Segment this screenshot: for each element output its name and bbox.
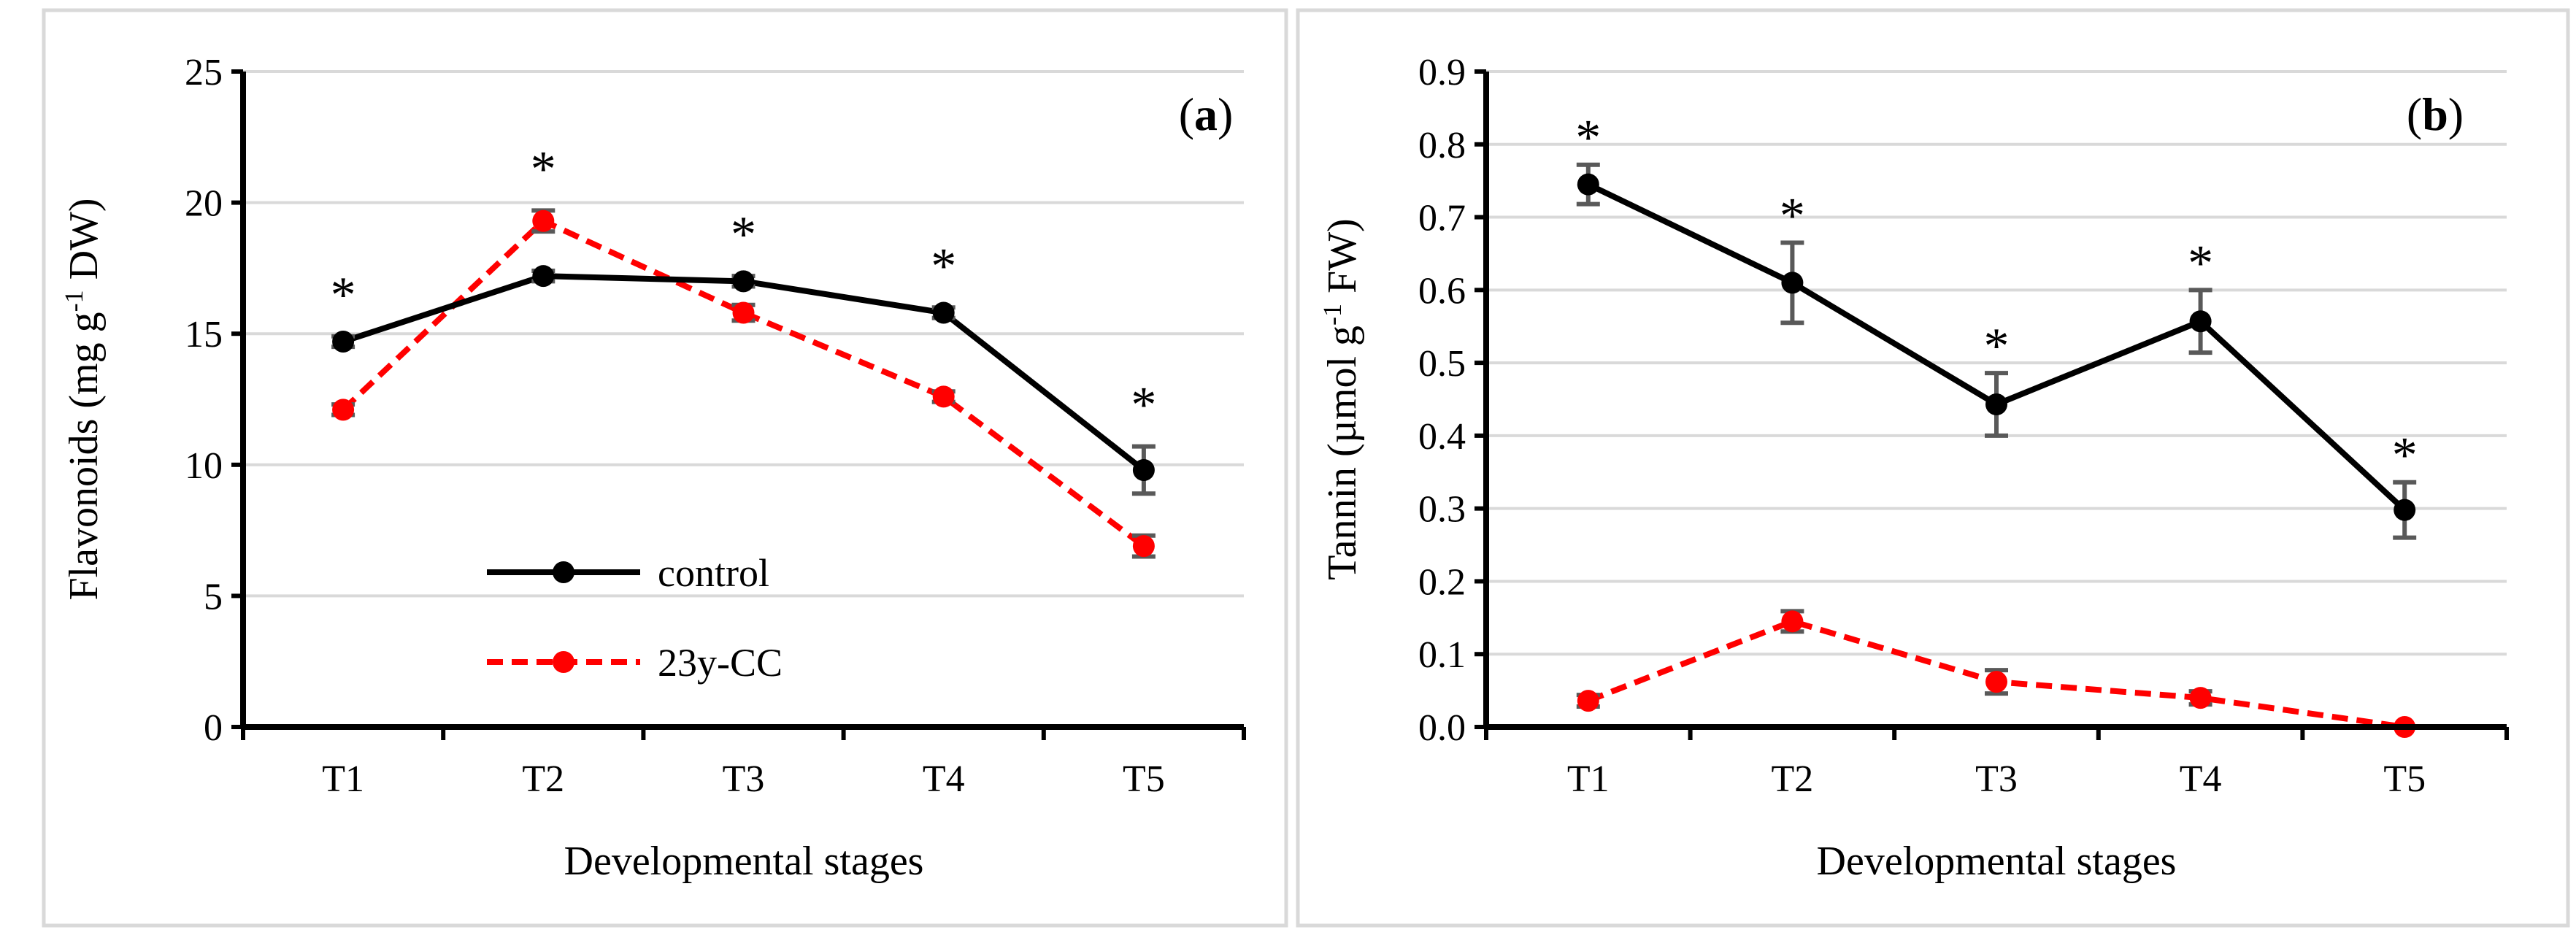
panel-a-ticks: 0 5 10 15 20 25 T1 T2 T3 T4 T5: [185, 52, 1246, 800]
panel-a-y-tick-label: 25: [185, 52, 223, 93]
panel-a-significance-star: *: [531, 141, 556, 197]
panel-b-treatment-point: [1985, 671, 2007, 693]
panel-a-control-point: [532, 265, 555, 288]
legend-control-marker: [553, 561, 574, 583]
panel-b-control-point: [2394, 499, 2416, 521]
panel-b-significance-star: *: [2392, 428, 2418, 484]
panel-a-legend: control 23y-CC: [487, 551, 783, 685]
panel-a-x-tick-label: T3: [723, 758, 765, 800]
panel-b-treatment-point: [2189, 687, 2212, 709]
panel-a-treatment-point: [932, 385, 955, 408]
panel-b-y-tick-label: 0.5: [1418, 343, 1466, 385]
panel-a-annotations: * * * * *: [331, 141, 1157, 433]
panel-b-control-point: [1985, 393, 2007, 415]
panel-b-y-axis-title: Tannin (µmol g-1 FW): [1318, 218, 1365, 580]
panel-b-significance-star: *: [1984, 318, 2010, 374]
legend-treatment-label: 23y-CC: [658, 641, 783, 685]
panel-a-gridlines: [243, 70, 1244, 598]
panel-b-y-tick-label: 0.1: [1418, 634, 1466, 676]
panel-b-x-tick-label: T3: [1975, 758, 2018, 800]
panel-b-control-point: [2189, 310, 2212, 333]
panel-b-y-tick-label: 0.6: [1418, 270, 1466, 312]
panel-b-x-tick-label: T4: [2180, 758, 2222, 800]
panel-b-x-tick-label: T2: [1772, 758, 1814, 800]
panel-a-frame: [42, 8, 1288, 928]
panel-b-significance-star: *: [1780, 188, 1805, 244]
panel-b-tannin-chart: 0.0 0.1 0.2 0.3 0.4 0.5 0.6 0.7 0.8 0.9 T1 T2 T3 T4 T5…: [1296, 8, 2570, 928]
panel-b-y-tick-label: 0.4: [1418, 416, 1466, 458]
panel-a-x-tick-label: T1: [322, 758, 364, 800]
panel-b-x-tick-label: T5: [2383, 758, 2426, 800]
panel-b-control-point: [1781, 272, 1804, 294]
panel-b-label: (b): [2407, 88, 2464, 140]
legend-treatment-marker: [553, 651, 574, 673]
panel-a-y-tick-label: 5: [204, 576, 223, 617]
panel-a-x-tick-label: T4: [923, 758, 965, 800]
panel-a-y-axis-title: Flavonoids (mg g-1 DW): [59, 198, 107, 600]
panel-b-y-tick-label: 0.0: [1418, 707, 1466, 749]
panel-b-y-tick-label: 0.2: [1418, 561, 1466, 603]
panel-a-control-point: [732, 270, 755, 293]
panel-a-y-tick-label: 0: [204, 707, 223, 749]
panel-a-control-point: [332, 330, 355, 353]
panel-a-x-axis-title: Developmental stages: [564, 839, 924, 884]
panel-a-y-tick-label: 20: [185, 183, 223, 225]
panel-a-control-point: [932, 301, 955, 324]
panel-a-significance-star: *: [331, 267, 356, 323]
panel-b-treatment-point: [1781, 610, 1804, 633]
panel-b-significance-star: *: [2188, 235, 2213, 291]
panel-a-y-tick-label: 10: [185, 445, 223, 487]
panel-b-y-tick-label: 0.3: [1418, 489, 1466, 531]
panel-a-treatment-point: [1132, 535, 1155, 558]
panel-b-treatment-point: [1577, 690, 1599, 712]
panel-a-x-tick-label: T5: [1123, 758, 1165, 800]
panel-a-control-point: [1132, 458, 1155, 481]
panel-a-treatment-point: [532, 209, 555, 232]
panel-a-letter: a: [1194, 88, 1218, 140]
panel-b-letter: b: [2422, 88, 2448, 140]
panel-b-y-tick-label: 0.7: [1418, 198, 1466, 239]
panel-a-treatment-point: [332, 399, 355, 421]
panel-a-treatment-point: [732, 301, 755, 324]
panel-b-x-tick-label: T1: [1567, 758, 1610, 800]
panel-a-label: (a): [1179, 88, 1234, 140]
panel-a-significance-star: *: [731, 207, 756, 263]
panel-b-control-point: [1577, 173, 1599, 196]
panel-a-significance-star: *: [931, 238, 956, 294]
panel-a-treatment-line: [341, 218, 1146, 549]
panel-b-annotations: * * * * *: [1575, 110, 2417, 484]
panel-a-y-tick-label: 15: [185, 314, 223, 355]
legend-control-label: control: [658, 551, 769, 595]
panel-b-y-tick-label: 0.9: [1418, 52, 1466, 93]
panel-a-x-tick-label: T2: [522, 758, 564, 800]
panel-a-significance-star: *: [1131, 377, 1156, 434]
panel-b-significance-star: *: [1575, 110, 1601, 166]
panel-b-x-axis-title: Developmental stages: [1817, 839, 2177, 884]
panel-a-flavonoids-chart: 0 5 10 15 20 25 T1 T2 T3 T4 T5 * * * * * (a) Flavonoid…: [42, 8, 1288, 928]
panel-b-ticks: 0.0 0.1 0.2 0.3 0.4 0.5 0.6 0.7 0.8 0.9 T1 T2 T3 T4 T5: [1418, 52, 2509, 800]
panel-b-y-tick-label: 0.8: [1418, 125, 1466, 166]
panel-a-series: [331, 208, 1156, 559]
